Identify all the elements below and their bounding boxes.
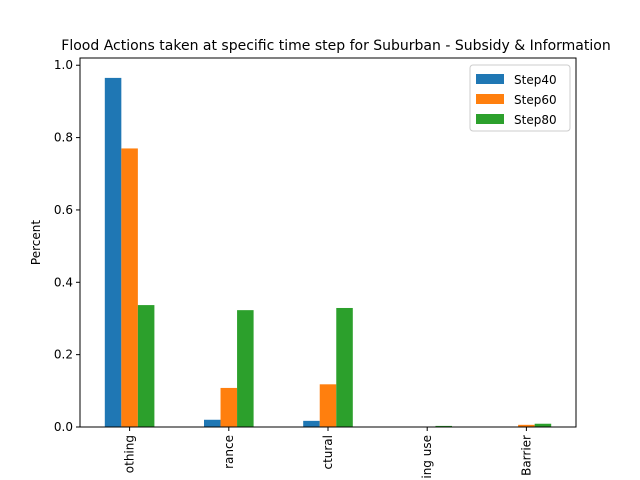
bar-step40-0 [104,77,122,427]
legend-label-step40: Step40 [514,73,557,87]
x-axis: othing rance ctural ing use Barrier [123,427,533,479]
y-tick-label: 0.0 [54,420,73,434]
x-tick-label: ctural [321,435,335,470]
legend-swatch-step80 [476,114,504,124]
legend-label-step80: Step80 [514,113,557,127]
y-tick-label: 0.4 [54,275,73,289]
legend: Step40 Step60 Step80 [469,64,571,132]
x-tick-label: rance [222,435,236,469]
x-tick-label: othing [123,435,137,473]
y-axis: 0.0 0.2 0.4 0.6 0.8 1.0 [54,58,80,434]
y-tick-label: 0.2 [54,348,73,362]
bar-step80-2 [336,307,353,427]
y-tick-label: 0.6 [54,203,73,217]
legend-swatch-step40 [476,74,504,84]
y-tick-label: 0.8 [54,131,73,145]
x-tick-label: ing use [420,435,434,479]
bar-step40-2 [303,420,320,427]
bar-step60-4 [518,424,535,427]
bar-step80-1 [237,310,254,427]
legend-swatch-step60 [476,94,504,104]
bar-step60-2 [319,384,337,427]
bar-step80-3 [435,425,452,427]
legend-label-step60: Step60 [514,93,557,107]
bar-step60-1 [220,387,238,427]
bar-step60-0 [121,148,138,428]
y-tick-label: 1.0 [54,58,73,72]
bar-step80-4 [534,423,552,427]
bars-layer [104,77,552,428]
bar-step40-1 [204,419,221,427]
x-tick-label: Barrier [519,435,533,476]
bar-step80-0 [137,305,155,427]
chart-title: Flood Actions taken at specific time ste… [61,38,610,54]
y-axis-label: Percent [29,220,43,265]
